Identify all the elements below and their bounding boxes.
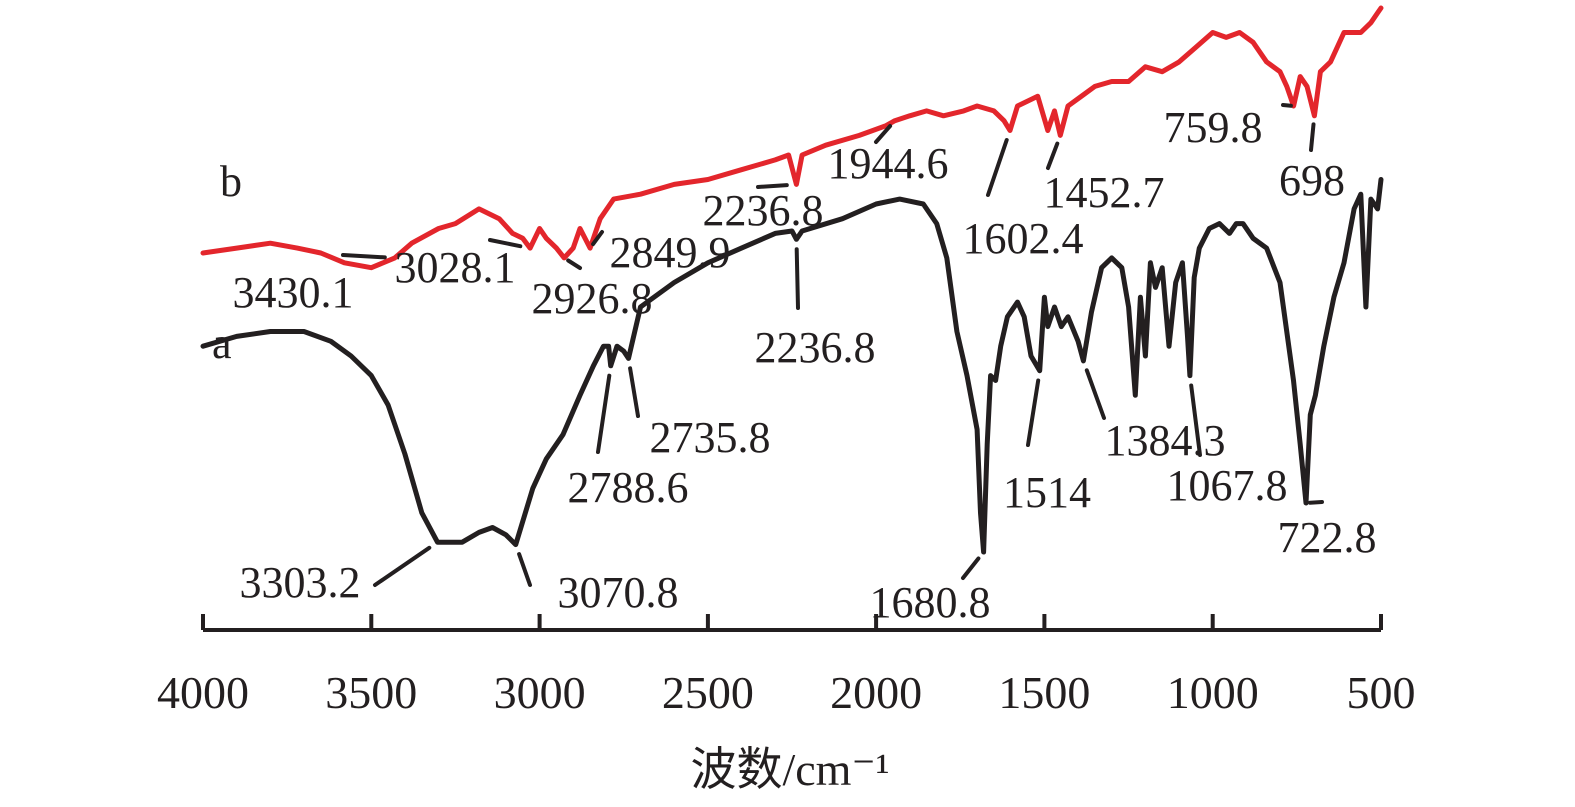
- x-tick-label-2000: 2000: [830, 667, 922, 718]
- peak-leader-a-3303.2: [373, 545, 432, 587]
- peak-label-b-759.8: 759.8: [1164, 103, 1263, 152]
- x-tick-label-4000: 4000: [157, 667, 249, 718]
- peak-label-b-3028.1: 3028.1: [395, 243, 516, 292]
- peak-label-a-1067.8: 1067.8: [1167, 461, 1288, 510]
- peak-leader-a-3070.8: [517, 552, 532, 587]
- peak-leader-a-1514: [1026, 378, 1041, 447]
- peak-leader-b-2236.8: [756, 183, 789, 189]
- peak-label-a-2236.8: 2236.8: [755, 323, 876, 372]
- peak-leader-a-722.8: [1308, 500, 1324, 505]
- series-label-b: b: [220, 157, 242, 206]
- peak-leader-b-759.8: [1281, 103, 1293, 108]
- peak-label-a-1384.3: 1384.3: [1105, 416, 1226, 465]
- peak-leader-a-1680.8: [961, 556, 981, 580]
- series-line-b: [200, 5, 1384, 271]
- peak-leader-a-2236.8: [794, 247, 800, 310]
- series-layer: [200, 5, 1384, 555]
- peak-label-a-1680.8: 1680.8: [870, 578, 991, 627]
- x-axis-label: 波数/cm⁻¹: [690, 744, 889, 795]
- peak-label-a-722.8: 722.8: [1278, 513, 1377, 562]
- x-tick-label-3500: 3500: [325, 667, 417, 718]
- x-tick-label-1500: 1500: [998, 667, 1090, 718]
- series-line-a: [200, 177, 1384, 555]
- x-tick-label-3000: 3000: [494, 667, 586, 718]
- peak-label-b-3430.1: 3430.1: [233, 268, 354, 317]
- peak-leader-a-1067.8: [1189, 383, 1202, 457]
- peak-label-b-1602.4: 1602.4: [963, 214, 1084, 263]
- peak-leader-b-3430.1: [341, 253, 387, 260]
- peak-leader-a-2788.6: [596, 373, 612, 454]
- peak-leader-layer: [341, 103, 1324, 587]
- peak-leader-b-2849.9: [591, 230, 604, 247]
- peak-leader-b-3028.1: [488, 238, 523, 249]
- peak-leader-b-2926.8: [566, 258, 582, 270]
- peak-leader-b-1602.4: [986, 138, 1009, 197]
- peak-leader-b-1452.7: [1046, 141, 1060, 170]
- peak-label-a-3303.2: 3303.2: [240, 558, 361, 607]
- peak-leader-b-1944.6: [874, 124, 893, 144]
- peak-label-a-3070.8: 3070.8: [558, 568, 679, 617]
- peak-label-a-1514: 1514: [1003, 468, 1091, 517]
- peak-label-b-1944.6: 1944.6: [828, 139, 949, 188]
- peak-label-b-2926.8: 2926.8: [532, 274, 653, 323]
- peak-label-a-2735.8: 2735.8: [650, 413, 771, 462]
- x-ticks: 4000 3500 3000 2500 2000 1500 1000 500: [157, 614, 1416, 718]
- x-tick-label-500: 500: [1347, 667, 1416, 718]
- peak-label-a-2788.6: 2788.6: [568, 463, 689, 512]
- peak-label-b-2236.8: 2236.8: [703, 186, 824, 235]
- peak-leader-b-698: [1309, 122, 1316, 152]
- peak-leader-a-1384.3: [1084, 368, 1106, 420]
- x-tick-label-1000: 1000: [1167, 667, 1259, 718]
- peak-leader-a-2735.8: [628, 366, 640, 418]
- series-label-a: a: [212, 319, 232, 368]
- x-tick-label-2500: 2500: [662, 667, 754, 718]
- peak-label-b-698: 698: [1279, 156, 1345, 205]
- peak-label-b-2849.9: 2849.9: [610, 228, 731, 277]
- peak-label-b-1452.7: 1452.7: [1044, 168, 1165, 217]
